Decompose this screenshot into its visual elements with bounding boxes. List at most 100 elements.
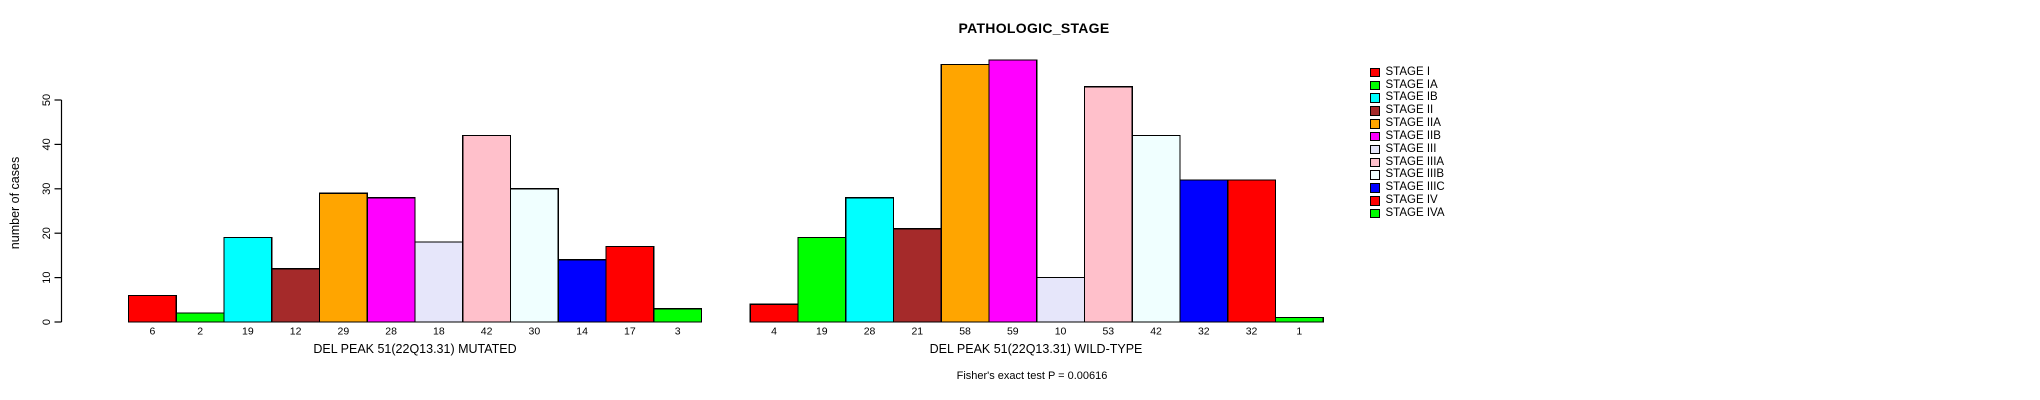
bar-group-mutated: 6 2 19 12 29 28 18 42 30 14 17 3: [127, 134, 703, 338]
legend-item-stage-iiic: STAGE IIIC: [1370, 182, 1445, 195]
bar-value-label: 14: [576, 326, 588, 338]
bar-value-label: 42: [1150, 326, 1162, 338]
bar-wild-type-stage-iia: [940, 63, 990, 323]
y-tick-label: 50: [41, 94, 53, 106]
legend-label: STAGE IIA: [1385, 117, 1441, 130]
bar-value-label: 21: [911, 326, 923, 338]
bar-wild-type-stage-iiic: [1179, 179, 1229, 323]
legend-item-stage-ib: STAGE IB: [1370, 92, 1445, 105]
bar-mutated-stage-iva: [653, 308, 703, 323]
bar-mutated-stage-iiib: [509, 188, 559, 323]
bar-value-label: 28: [385, 326, 397, 338]
bar-mutated-stage-ib: [223, 237, 273, 323]
bar-value-label: 12: [290, 326, 302, 338]
bar-wild-type-stage-iv: [1227, 179, 1277, 323]
bar-mutated-stage-i: [127, 294, 177, 323]
bar-value-label: 58: [959, 326, 971, 338]
bar-wild-type-stage-i: [749, 303, 799, 323]
bar-wild-type-stage-ib: [845, 197, 895, 323]
legend-swatch-stage-iv: [1370, 196, 1380, 206]
legend-label: STAGE II: [1385, 104, 1434, 117]
bar-value-label: 19: [816, 326, 828, 338]
legend-swatch-stage-ib: [1370, 93, 1380, 103]
legend-label: STAGE IIIB: [1385, 168, 1445, 181]
bar-value-label: 2: [197, 326, 203, 338]
bar-mutated-stage-iv: [605, 245, 655, 323]
bar-mutated-stage-iiia: [462, 134, 512, 323]
y-axis-title: number of cases: [8, 157, 22, 249]
legend-item-stage-iv: STAGE IV: [1370, 194, 1445, 207]
bar-wild-type-stage-iiib: [1131, 134, 1181, 323]
bar-mutated-stage-iib: [366, 197, 416, 323]
bar-wild-type-stage-iii: [1036, 277, 1086, 323]
legend-item-stage-ia: STAGE IA: [1370, 79, 1445, 92]
legend-label: STAGE IIIC: [1385, 181, 1445, 194]
y-tick-label: 10: [41, 271, 53, 283]
bar-value-label: 3: [675, 326, 681, 338]
legend-item-stage-iva: STAGE IVA: [1370, 207, 1445, 220]
legend-swatch-stage-ia: [1370, 80, 1380, 91]
legend-item-stage-iib: STAGE IIB: [1370, 130, 1445, 143]
bar-mutated-stage-ii: [271, 268, 321, 323]
y-axis: 0 10 20 30 40 50: [41, 94, 63, 325]
bar-wild-type-stage-iva: [1274, 316, 1324, 323]
bar-value-label: 30: [529, 326, 541, 338]
y-tick-label: 0: [41, 319, 53, 325]
legend-item-stage-iiia: STAGE IIIA: [1370, 156, 1445, 169]
bar-value-label: 29: [338, 326, 350, 338]
legend-label: STAGE IV: [1385, 194, 1438, 207]
legend-swatch-stage-iiib: [1370, 170, 1380, 180]
bar-value-label: 28: [864, 326, 876, 338]
bar-value-label: 17: [624, 326, 636, 338]
legend-label: STAGE IA: [1385, 78, 1438, 91]
legend: STAGE I STAGE IA STAGE IB STAGE II STAGE IIA…: [1370, 66, 1445, 220]
legend-item-stage-iiib: STAGE IIIB: [1370, 169, 1445, 182]
legend-swatch-stage-iiic: [1370, 183, 1380, 193]
legend-label: STAGE IB: [1385, 91, 1438, 104]
x-axis-title-wild-type: DEL PEAK 51(22Q13.31) WILD-TYPE: [930, 342, 1143, 356]
legend-swatch-stage-iva: [1370, 208, 1380, 219]
legend-label: STAGE IIIA: [1385, 155, 1445, 168]
bar-value-label: 53: [1102, 326, 1114, 338]
legend-label: STAGE I: [1385, 65, 1431, 78]
legend-item-stage-ii: STAGE II: [1370, 105, 1445, 118]
y-tick-label: 40: [41, 138, 53, 150]
bar-wild-type-stage-iib: [988, 59, 1038, 323]
bar-value-label: 59: [1007, 326, 1019, 338]
legend-label: STAGE III: [1385, 142, 1437, 155]
bar-value-label: 19: [242, 326, 254, 338]
legend-swatch-stage-iib: [1370, 131, 1380, 142]
legend-item-stage-iii: STAGE III: [1370, 143, 1445, 156]
bar-value-label: 18: [433, 326, 445, 338]
legend-swatch-stage-i: [1370, 67, 1380, 78]
bar-mutated-stage-ia: [175, 312, 225, 323]
y-tick-label: 30: [41, 183, 53, 195]
legend-label: STAGE IIB: [1385, 129, 1441, 142]
bar-mutated-stage-iii: [414, 241, 464, 323]
legend-swatch-stage-iiia: [1370, 157, 1380, 168]
legend-swatch-stage-ii: [1370, 106, 1380, 116]
bar-value-label: 32: [1246, 326, 1258, 338]
bar-wild-type-stage-iiia: [1083, 86, 1133, 323]
bar-group-wild-type: 4 19 28 21 58 59 10 53 42 32 32 1: [749, 59, 1324, 338]
bar-value-label: 42: [481, 326, 493, 338]
y-tick-label: 20: [41, 227, 53, 239]
legend-item-stage-iia: STAGE IIA: [1370, 117, 1445, 130]
x-axis-title-mutated: DEL PEAK 51(22Q13.31) MUTATED: [313, 342, 516, 356]
bar-value-label: 6: [149, 326, 155, 338]
bar-value-label: 1: [1296, 326, 1302, 338]
fisher-test-note: Fisher's exact test P = 0.00616: [957, 370, 1108, 382]
bar-value-label: 10: [1055, 326, 1067, 338]
legend-swatch-stage-iia: [1370, 119, 1380, 129]
legend-item-stage-i: STAGE I: [1370, 66, 1445, 79]
legend-label: STAGE IVA: [1385, 206, 1445, 219]
bar-mutated-stage-iiic: [557, 259, 607, 323]
bar-value-label: 4: [771, 326, 777, 338]
chart-title: PATHOLOGIC_STAGE: [958, 20, 1109, 36]
bar-mutated-stage-iia: [318, 192, 368, 323]
bar-wild-type-stage-ii: [892, 228, 942, 323]
bar-wild-type-stage-ia: [797, 237, 847, 323]
legend-swatch-stage-iii: [1370, 144, 1380, 155]
